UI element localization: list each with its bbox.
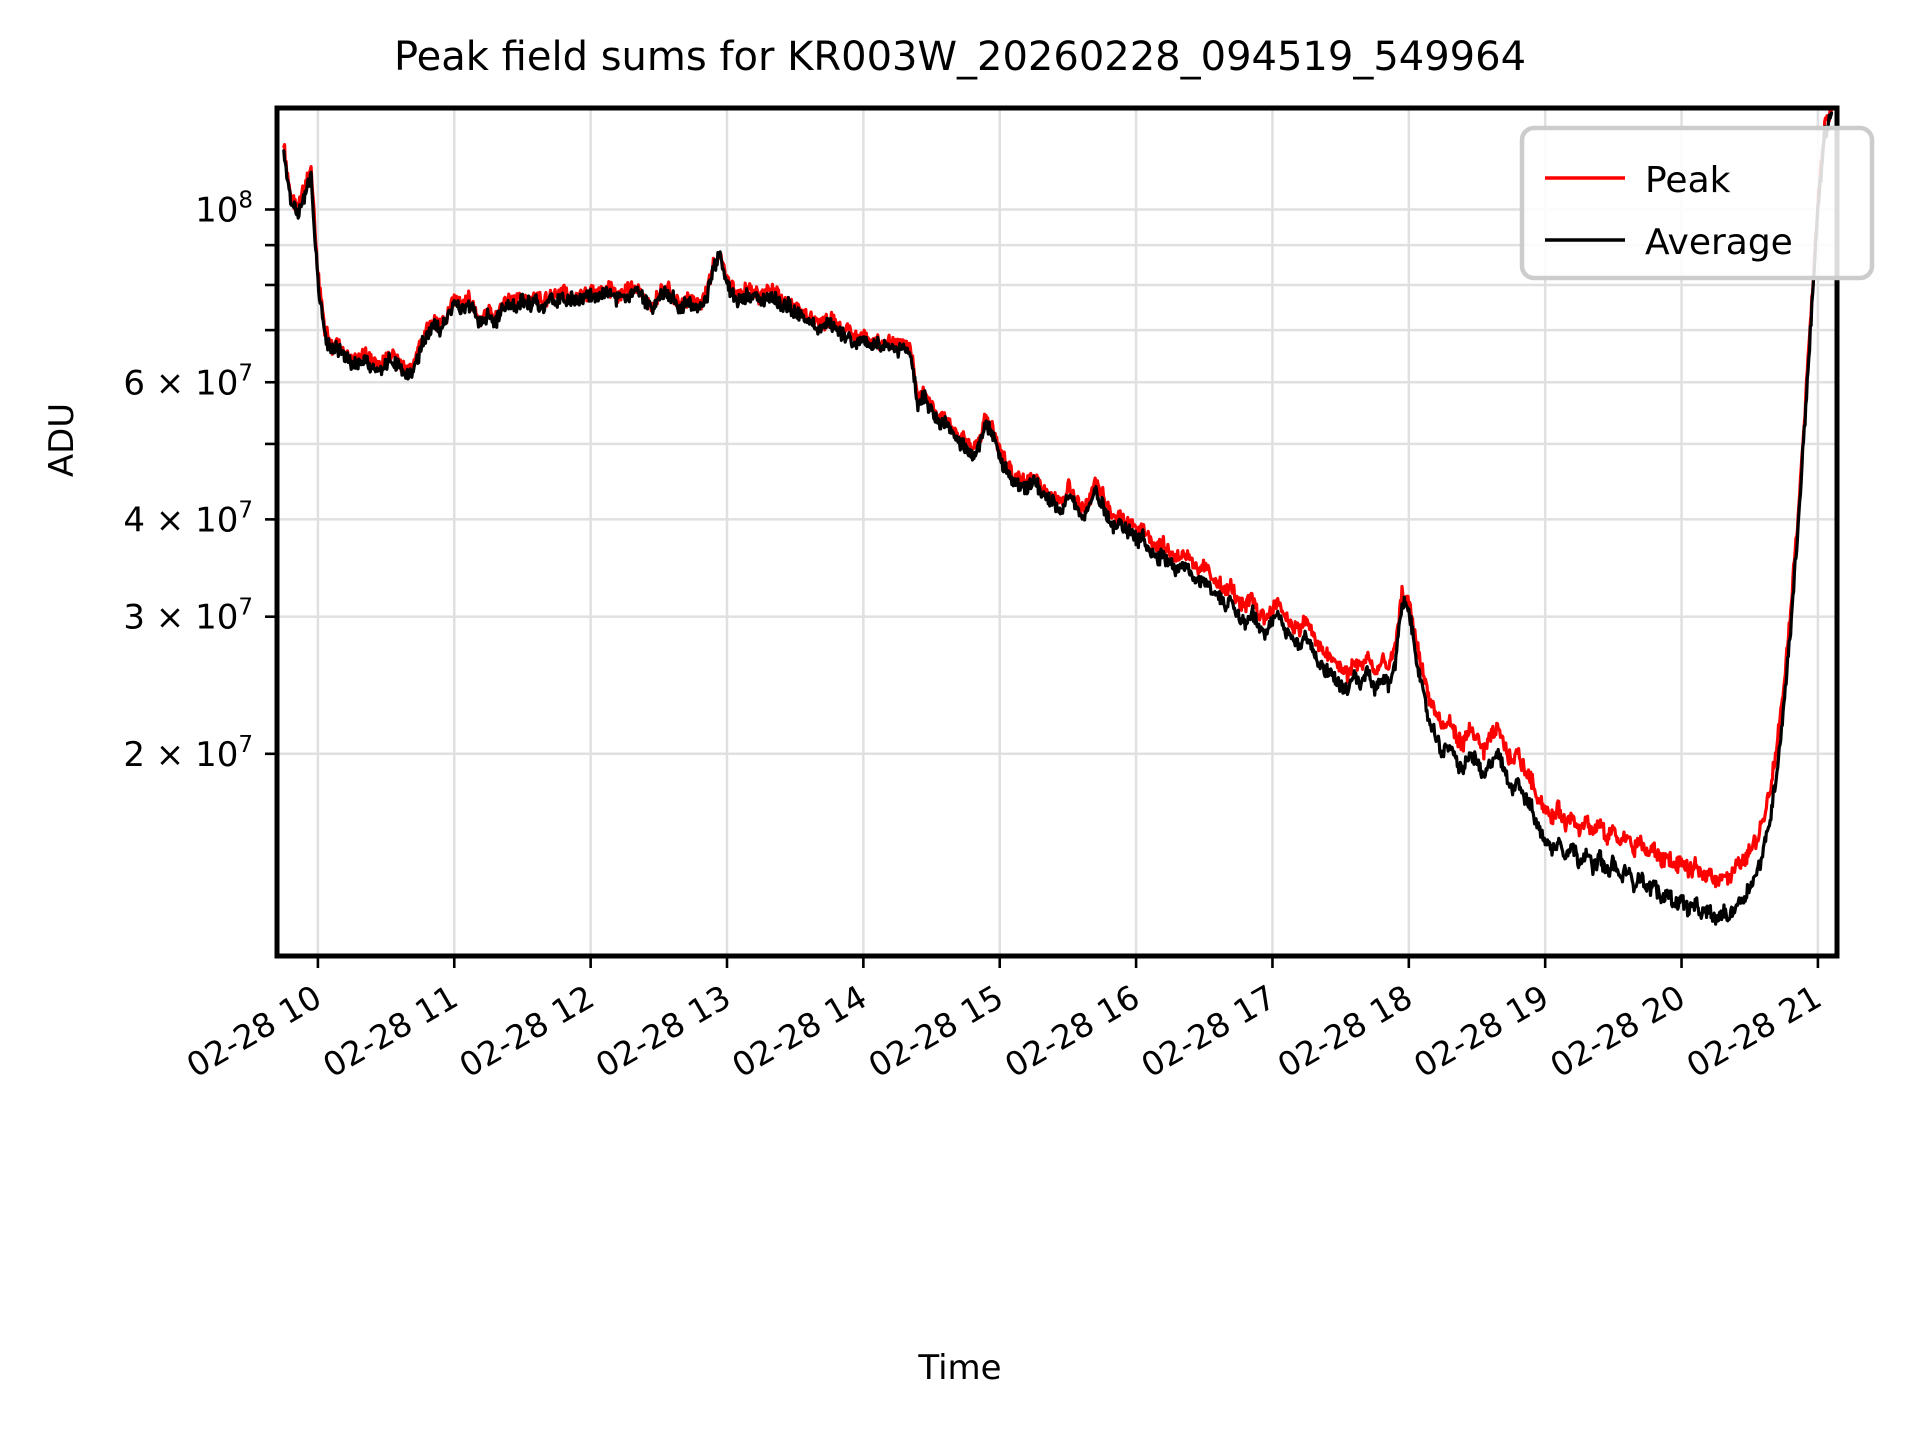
legend-label-peak: Peak xyxy=(1645,160,1731,201)
y-tick-label: 108 xyxy=(195,187,253,230)
x-tick-label: 02-28 21 xyxy=(1680,977,1828,1085)
series-line-peak xyxy=(282,108,1834,889)
legend-label-average: Average xyxy=(1645,222,1793,263)
x-tick-label: 02-28 17 xyxy=(1134,977,1282,1085)
y-tick-label: 3 × 107 xyxy=(123,595,253,638)
y-tick-label: 6 × 107 xyxy=(123,360,253,403)
y-tick-label: 4 × 107 xyxy=(123,497,253,540)
y-axis-label: ADU xyxy=(42,402,82,478)
x-tick-label: 02-28 10 xyxy=(180,977,328,1085)
x-tick-label: 02-28 11 xyxy=(316,977,464,1085)
x-tick-label: 02-28 12 xyxy=(453,977,601,1085)
plot-frame xyxy=(274,105,1840,959)
x-tick-label: 02-28 13 xyxy=(589,977,737,1085)
page-title: Peak field sums for KR003W_20260228_0945… xyxy=(393,34,1527,80)
y-tick-label: 2 × 107 xyxy=(123,732,253,775)
y-axis-tick-labels: 108 6 × 107 4 × 107 3 × 107 2 × 107 xyxy=(123,187,253,774)
x-tick-label: 02-28 20 xyxy=(1544,977,1692,1085)
x-tick-label: 02-28 16 xyxy=(998,977,1146,1085)
x-tick-label: 02-28 14 xyxy=(725,977,873,1085)
x-tick-label: 02-28 15 xyxy=(862,977,1010,1085)
series-line-average xyxy=(282,111,1834,926)
x-axis-label: Time xyxy=(918,1348,1002,1388)
x-tick-label: 02-28 19 xyxy=(1407,977,1555,1085)
x-tick-label: 02-28 18 xyxy=(1271,977,1419,1085)
chart-legend[interactable]: Peak Average xyxy=(1519,125,1875,281)
